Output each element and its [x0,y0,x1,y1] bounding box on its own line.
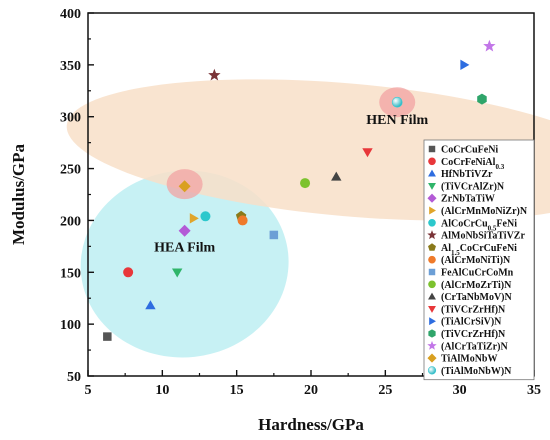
axes: 5 10 15 20 25 30 35 50 100 150 200 250 300 350 400 Hard… [9,7,541,434]
x-tick-label: 25 [378,383,392,398]
data-point [460,59,470,71]
legend-marker [427,353,437,363]
legend-label: AlMoNbSiTaTiVZr [441,231,525,242]
legend-marker [428,255,436,264]
x-tick-label: 20 [304,383,318,398]
data-points [103,39,496,341]
legend-label: (TiVCrAlZr)N [441,181,505,192]
legend-label: HfNbTiVZr [441,169,493,180]
legend-label: FeAlCuCrCoMn [441,268,514,279]
y-tick-label: 200 [60,214,81,229]
legend-marker [428,329,436,338]
legend-marker [427,230,437,240]
legend-label: (CrTaNbMoV)N [441,292,513,303]
data-point [208,68,221,81]
legend: CoCrCuFeNiCoCrFeNiAl0.3HfNbTiVZr(TiVCrAl… [423,139,535,381]
legend-label: (AlCrTaTiZr)N [441,341,508,352]
data-point [103,332,112,341]
legend-label: TiAlMoNbW [441,354,498,365]
legend-marker [429,317,436,326]
x-tick-label: 15 [230,383,244,398]
data-point [172,268,183,278]
y-axis-label: Modulus/GPa [9,143,28,245]
region-0 [80,170,289,358]
y-tick-label: 300 [60,111,81,126]
legend-marker [427,340,437,350]
data-point [300,178,311,189]
legend-label: CoCrCuFeNi [441,145,498,156]
legend-marker [429,206,436,215]
x-axis-label: Hardness/GPa [258,415,364,434]
annotation-label: HEN Film [366,113,428,128]
data-point [483,39,496,52]
legend-label: (TiAlMoNbW)N [441,366,512,377]
legend-label: CoCrFeNiAl0.3 [441,157,505,171]
data-point [178,180,191,193]
legend-marker [428,243,436,251]
data-point [178,224,191,237]
legend-marker [428,280,436,289]
legend-marker [428,306,436,313]
y-tick-label: 50 [67,370,81,385]
legend-marker [427,366,437,375]
legend-marker [428,145,436,153]
y-tick-label: 400 [60,7,81,22]
legend-label: (TiAlCrSiV)N [441,317,502,328]
data-point [391,96,403,108]
x-tick-label: 5 [85,383,92,398]
y-tick-label: 350 [60,59,81,74]
data-point [477,93,487,105]
data-point [123,267,134,278]
y-tick-label: 250 [60,163,81,178]
legend-label: Al1.5CoCrCuFeNi [441,243,517,257]
data-point [331,171,342,181]
data-point [269,230,279,240]
legend-label: (AlCrMoNiTi)N [441,255,511,266]
legend-label: (AlCrMoZrTi)N [441,280,512,291]
annotations: HEN Film HEA Film [154,113,428,256]
legend-marker [428,157,436,166]
data-point [145,300,156,310]
annotation-label: HEA Film [154,241,215,256]
legend-label: AlCoCrCu0.5FeNi [441,218,517,232]
data-point [200,211,211,222]
data-point [362,148,373,158]
y-tick-label: 150 [60,266,81,281]
legend-label: (AlCrMnMoNiZr)N [441,206,528,217]
legend-marker [428,292,436,300]
data-point [237,215,248,226]
x-tick-label: 30 [453,383,467,398]
legend-box [423,139,535,381]
legend-label: (TiVCrZrHf)N [441,304,506,315]
legend-label: ZrNbTaTiW [441,194,495,205]
x-tick-label: 35 [527,383,541,398]
legend-marker [428,183,436,190]
legend-marker [428,268,436,276]
legend-marker [428,169,436,177]
legend-label: (TiVCrZrHf)N [441,329,506,340]
x-tick-label: 10 [155,383,169,398]
legend-marker [428,219,436,227]
y-tick-label: 100 [60,318,81,333]
legend-marker [427,193,437,203]
data-point [189,213,199,224]
